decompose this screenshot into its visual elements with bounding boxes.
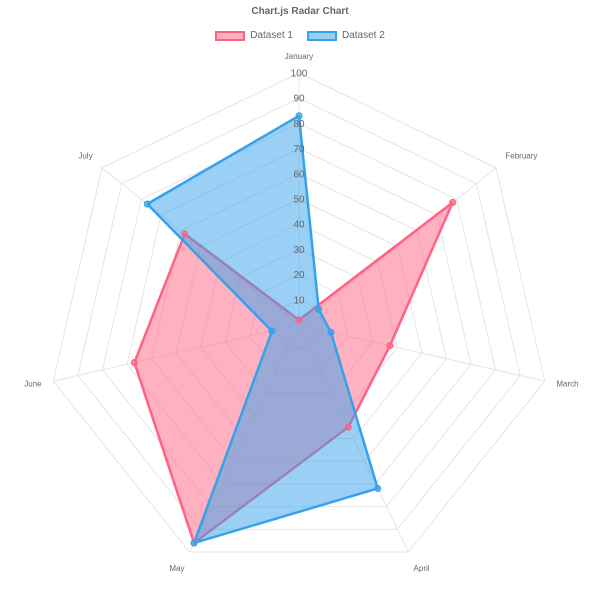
data-point-series-2[interactable] [190, 539, 198, 547]
data-point-series-2[interactable] [143, 200, 151, 208]
category-label: April [414, 564, 430, 573]
tick-layer: 10 20 30 40 50 60 70 80 90 100 [291, 69, 308, 307]
data-point-series-2[interactable] [374, 484, 382, 493]
legend-item-dataset-1[interactable]: Dataset 1 [215, 30, 293, 41]
r-axis-tick-label: 50 [293, 195, 305, 206]
legend-item-dataset-2[interactable]: Dataset 2 [307, 30, 385, 41]
r-axis-tick-label: 60 [293, 169, 305, 180]
legend: Dataset 1 Dataset 2 [0, 30, 600, 41]
category-label: May [169, 564, 184, 573]
category-label: March [556, 380, 578, 389]
legend-swatch-dataset-1 [215, 30, 246, 41]
r-axis-tick-label: 30 [293, 245, 305, 256]
legend-swatch-dataset-2 [307, 30, 337, 41]
data-point-series-2[interactable] [327, 328, 335, 336]
data-point-series-2[interactable] [315, 305, 323, 313]
series-area-2 [146, 114, 379, 545]
data-point-series-2[interactable] [295, 112, 303, 120]
data-point-series-1[interactable] [295, 316, 303, 324]
data-point-series-1[interactable] [181, 230, 189, 238]
r-axis-tick-label: 40 [293, 220, 305, 231]
r-axis-tick-label: 100 [291, 69, 308, 80]
r-axis-tick-label: 70 [293, 144, 305, 155]
r-axis-tick-label: 10 [293, 295, 305, 306]
label-layer: January February March April May June July [24, 52, 578, 573]
series-layer [130, 112, 457, 547]
data-point-series-1[interactable] [386, 342, 394, 350]
category-label: July [78, 151, 92, 160]
legend-label-dataset-1: Dataset 1 [250, 30, 293, 41]
r-axis-tick-label: 80 [293, 119, 305, 130]
chart-title: Chart.js Radar Chart [251, 6, 349, 17]
r-axis-tick-label: 20 [293, 270, 305, 281]
legend-label-dataset-2: Dataset 2 [342, 30, 385, 41]
data-point-series-2[interactable] [268, 327, 276, 335]
data-point-series-1[interactable] [449, 198, 457, 206]
data-point-series-1[interactable] [344, 423, 352, 431]
r-axis-tick-label: 90 [293, 94, 305, 105]
grid-ring [52, 72, 546, 553]
category-label: February [505, 151, 537, 160]
grid-ring [77, 97, 521, 530]
category-label: January [285, 52, 313, 61]
category-label: June [24, 380, 42, 389]
data-point-series-1[interactable] [130, 359, 138, 367]
